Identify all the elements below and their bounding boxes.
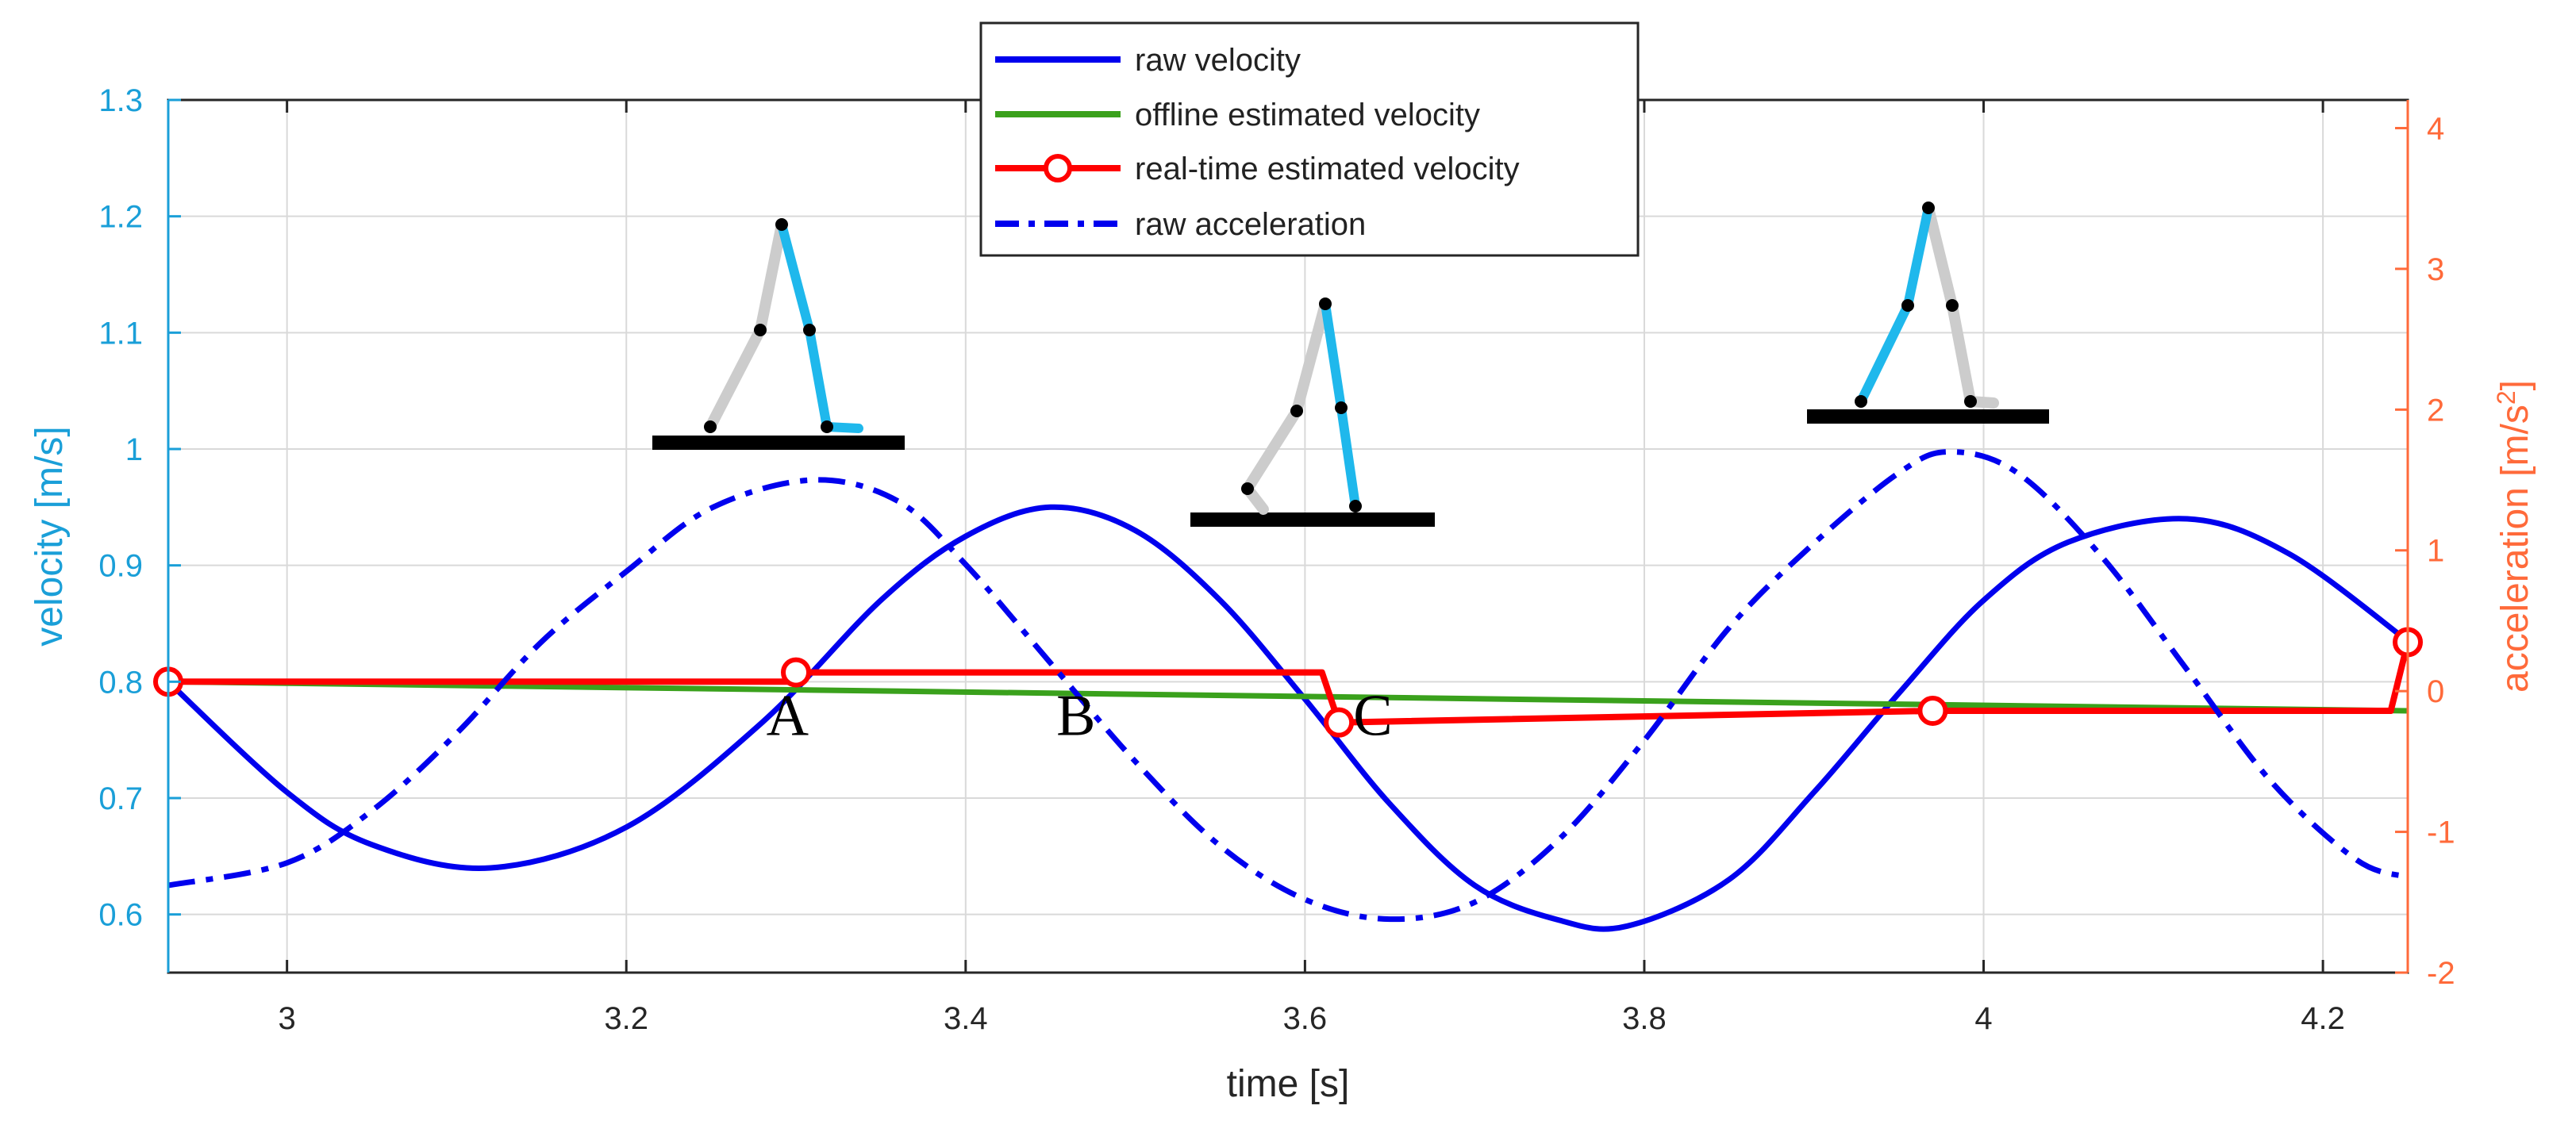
left-tick-label-1: 0.7 <box>98 781 143 816</box>
realtime-marker-2 <box>1324 707 1355 738</box>
pose-figure-1 <box>652 218 905 450</box>
right-tick-label-3: 1 <box>2427 534 2444 569</box>
series-raw-acceleration <box>167 449 2409 923</box>
legend-label-offline: offline estimated velocity <box>1135 98 1480 132</box>
x-tick-label-3: 3.6 <box>1283 1001 1328 1036</box>
x-tick-label-1: 3.2 <box>604 1001 648 1036</box>
x-tick-label-4: 3.8 <box>1622 1001 1667 1036</box>
pose-figure-3 <box>1807 202 2049 424</box>
annotation-layer: A B C <box>767 683 1393 748</box>
left-axis-ticks: 0.6 0.7 0.8 0.9 1 1.1 1.2 1.3 <box>98 83 181 933</box>
legend-label-raw-acceleration: raw acceleration <box>1135 207 1366 242</box>
x-tick-label-0: 3 <box>279 1001 296 1036</box>
x-axis-ticks: 3 3.2 3.4 3.6 3.8 4 4.2 <box>279 100 2345 1036</box>
right-tick-label-0: -2 <box>2427 956 2455 991</box>
left-tick-label-5: 1.1 <box>98 316 143 351</box>
annotation-A: A <box>767 683 809 748</box>
x-tick-label-2: 3.4 <box>944 1001 988 1036</box>
series-offline-velocity <box>167 678 2409 714</box>
right-tick-label-4: 2 <box>2427 393 2444 428</box>
annotation-C: C <box>1353 683 1392 748</box>
y-axis-label-right: acceleration [m/s2] <box>2492 380 2536 693</box>
y-axis-label-right-base: acceleration [m/s <box>2494 405 2536 693</box>
legend-label-realtime: real-time estimated velocity <box>1135 152 1520 186</box>
left-tick-label-0: 0.6 <box>98 898 143 933</box>
left-tick-label-6: 1.2 <box>98 200 143 235</box>
left-tick-label-4: 1 <box>125 432 143 467</box>
right-tick-label-2: 0 <box>2427 674 2444 709</box>
x-tick-label-5: 4 <box>1974 1001 1992 1036</box>
realtime-marker-3 <box>1917 696 1948 726</box>
x-tick-label-6: 4.2 <box>2301 1001 2345 1036</box>
legend-label-raw-velocity: raw velocity <box>1135 43 1301 78</box>
pose-figure-2 <box>1190 297 1435 527</box>
legend: raw velocity offline estimated velocity … <box>979 21 1640 257</box>
left-tick-label-2: 0.8 <box>98 665 143 700</box>
x-axis-label: time [s] <box>1227 1063 1350 1105</box>
left-tick-label-3: 0.9 <box>98 549 143 584</box>
y-axis-label-left: velocity [m/s] <box>29 426 71 646</box>
y-axis-label-right-sup: 2 <box>2492 390 2520 405</box>
right-tick-label-1: -1 <box>2427 816 2455 850</box>
right-axis-ticks: -2 -1 0 1 2 3 4 <box>2395 111 2455 991</box>
realtime-marker-1 <box>781 657 812 688</box>
right-tick-label-5: 3 <box>2427 252 2444 287</box>
left-tick-label-7: 1.3 <box>98 83 143 118</box>
legend-swatch-realtime-marker <box>1044 154 1072 182</box>
annotation-B: B <box>1056 683 1095 748</box>
right-tick-label-6: 4 <box>2427 111 2444 146</box>
y-axis-label-right-tail: ] <box>2494 380 2536 390</box>
